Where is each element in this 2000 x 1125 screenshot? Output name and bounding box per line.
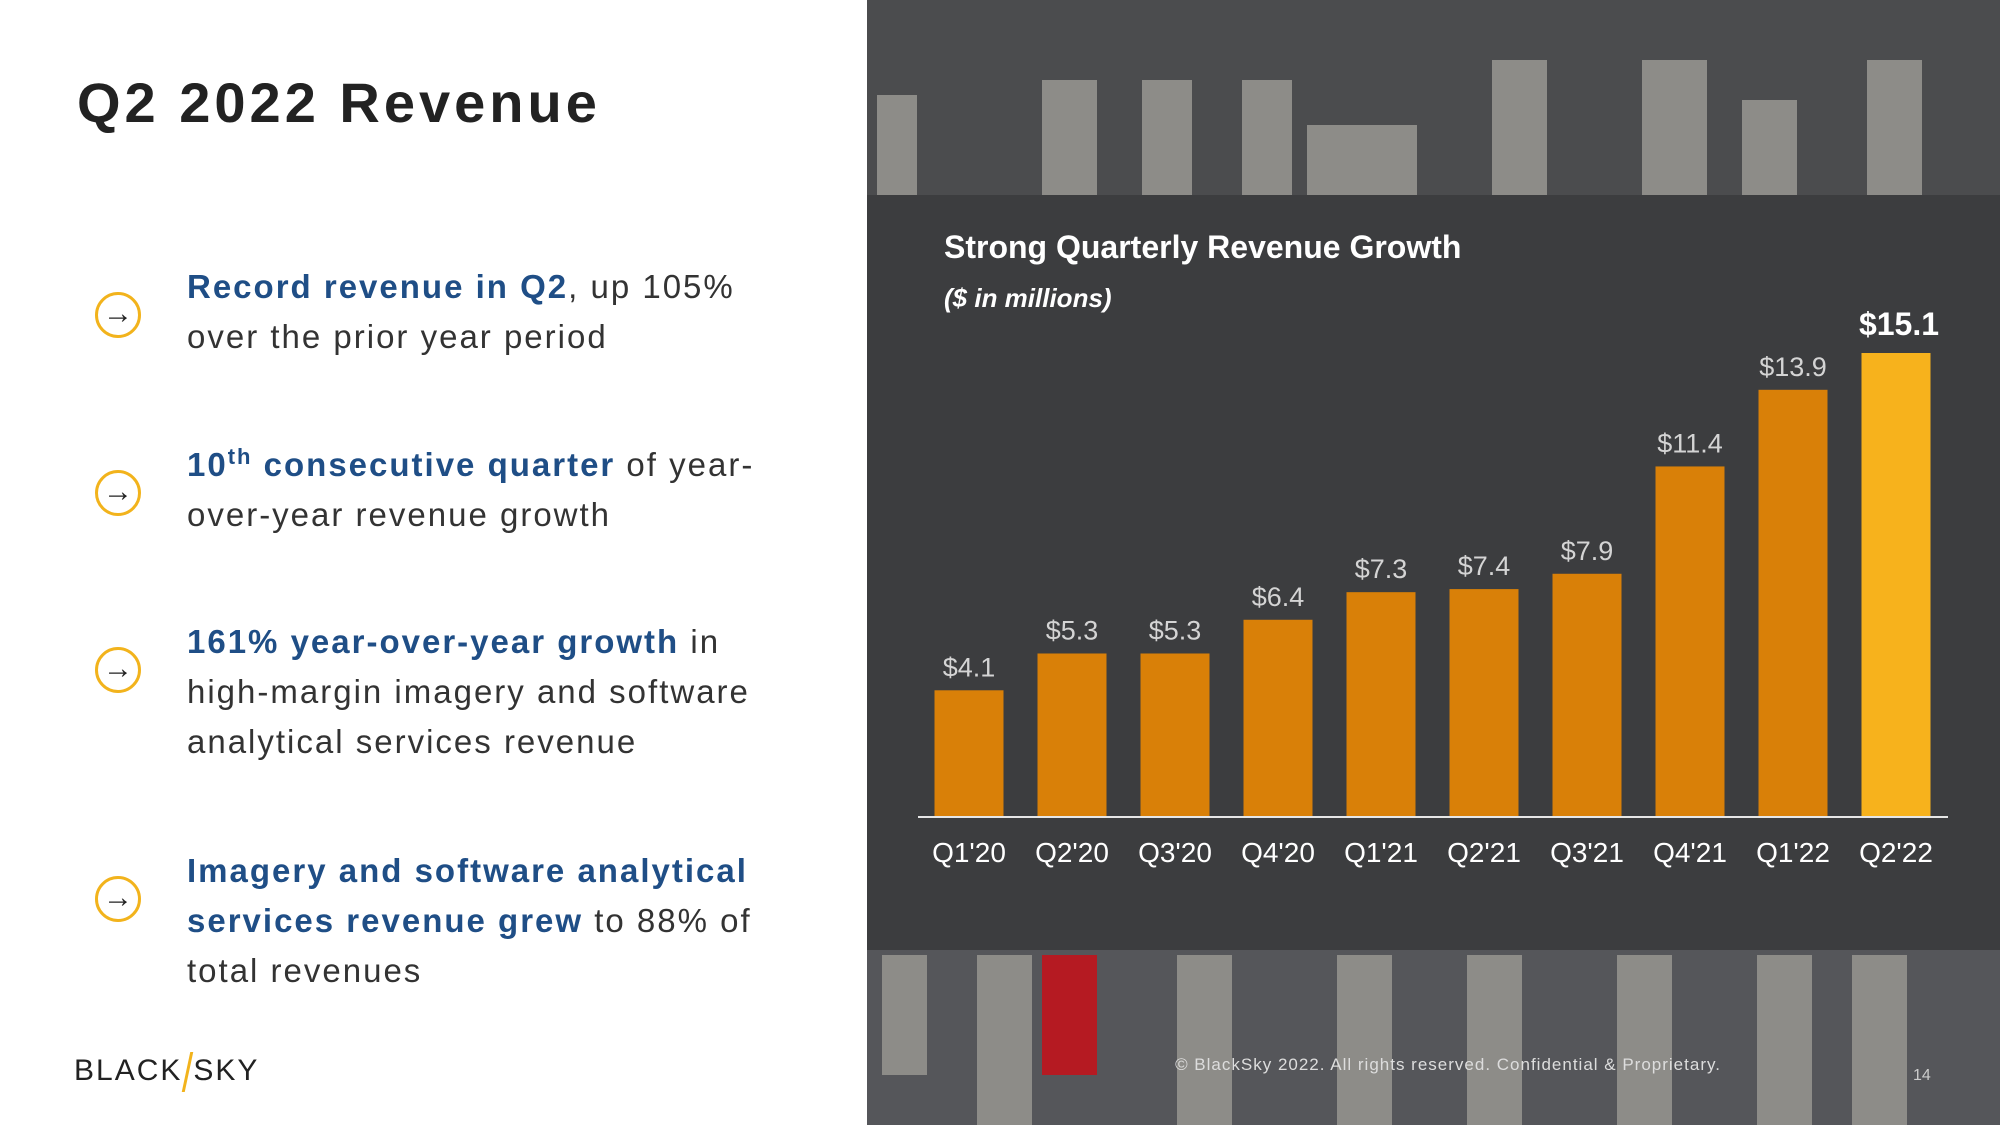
value-label: $15.1 — [1859, 306, 1939, 342]
truck-decor — [1042, 955, 1097, 1075]
bullet-icon: → — [95, 470, 141, 516]
bullet-icon: → — [95, 876, 141, 922]
value-label: $4.1 — [943, 652, 996, 682]
x-tick-label: Q3'20 — [1138, 837, 1212, 868]
bar — [1861, 353, 1931, 816]
logo-text: SKY — [193, 1053, 260, 1087]
logo-text: BLACK — [74, 1053, 183, 1087]
value-label: $5.3 — [1046, 615, 1099, 645]
bullet-text: 161% year-over-year growth in high-margi… — [187, 617, 807, 767]
bullet-text: Record revenue in Q2, up 105% over the p… — [187, 262, 807, 362]
value-label: $11.4 — [1657, 428, 1723, 458]
logo: BLACK SKY — [74, 1052, 259, 1092]
value-label: $13.9 — [1759, 352, 1827, 382]
chart: Strong Quarterly Revenue Growth ($ in mi… — [867, 0, 2000, 1125]
bullet-part: 161% year-over-year growth — [187, 623, 680, 660]
footer: © BlackSky 2022. All rights reserved. Co… — [1175, 1055, 1721, 1074]
slide-title: Q2 2022 Revenue — [77, 71, 601, 134]
bar — [1552, 573, 1622, 816]
bullet-part: in high-margin imagery and software anal… — [187, 623, 750, 760]
x-tick-label: Q1'22 — [1756, 837, 1830, 868]
x-tick-label: Q2'20 — [1035, 837, 1109, 868]
bullet-part: of year-over-year revenue growth — [187, 446, 755, 533]
x-tick-label: Q2'22 — [1859, 837, 1933, 868]
bar — [1449, 589, 1519, 816]
bullet-part: to 88% of total revenues — [187, 902, 752, 989]
bar — [1346, 592, 1416, 816]
bullet-icon: → — [95, 292, 141, 338]
bar — [1140, 653, 1210, 816]
value-label: $6.4 — [1252, 582, 1305, 612]
bar — [1758, 389, 1828, 816]
bar — [934, 690, 1004, 816]
bar — [1243, 619, 1313, 816]
bullet-part: Imagery and software analytical services… — [187, 852, 748, 939]
x-tick-label: Q1'21 — [1344, 837, 1418, 868]
bullet-part: 10 — [187, 446, 228, 483]
logo-bar — [182, 1052, 194, 1092]
background-band — [867, 0, 2000, 195]
value-label: $7.3 — [1355, 554, 1408, 584]
value-label: $7.9 — [1561, 536, 1614, 566]
truck-decor — [877, 60, 1922, 1125]
bullet-part: consecutive quarter — [252, 446, 616, 483]
chart-title: Strong Quarterly Revenue Growth — [944, 229, 1461, 265]
value-label: $5.3 — [1149, 615, 1202, 645]
bullet-text: Imagery and software analytical services… — [187, 846, 807, 996]
x-tick-label: Q1'20 — [932, 837, 1006, 868]
bullet-text: 10th consecutive quarter of year-over-ye… — [187, 440, 807, 540]
bar — [1037, 653, 1107, 816]
bullet-part: Record revenue in Q2 — [187, 268, 569, 305]
bullet-part: th — [227, 444, 253, 469]
bullet-icon: → — [95, 647, 141, 693]
bullet-part: , up 105% over the prior year period — [187, 268, 735, 355]
text-panel: Q2 2022 Revenue → Record revenue in Q2, u… — [0, 0, 867, 1125]
x-tick-label: Q2'21 — [1447, 837, 1521, 868]
page-number: 14 — [1913, 1067, 1931, 1084]
value-label: $7.4 — [1458, 551, 1511, 581]
x-tick-label: Q4'21 — [1653, 837, 1727, 868]
chart-subtitle: ($ in millions) — [944, 283, 1112, 313]
bar — [1655, 466, 1725, 816]
x-tick-label: Q4'20 — [1241, 837, 1315, 868]
background-band — [867, 950, 2000, 1125]
x-tick-label: Q3'21 — [1550, 837, 1624, 868]
